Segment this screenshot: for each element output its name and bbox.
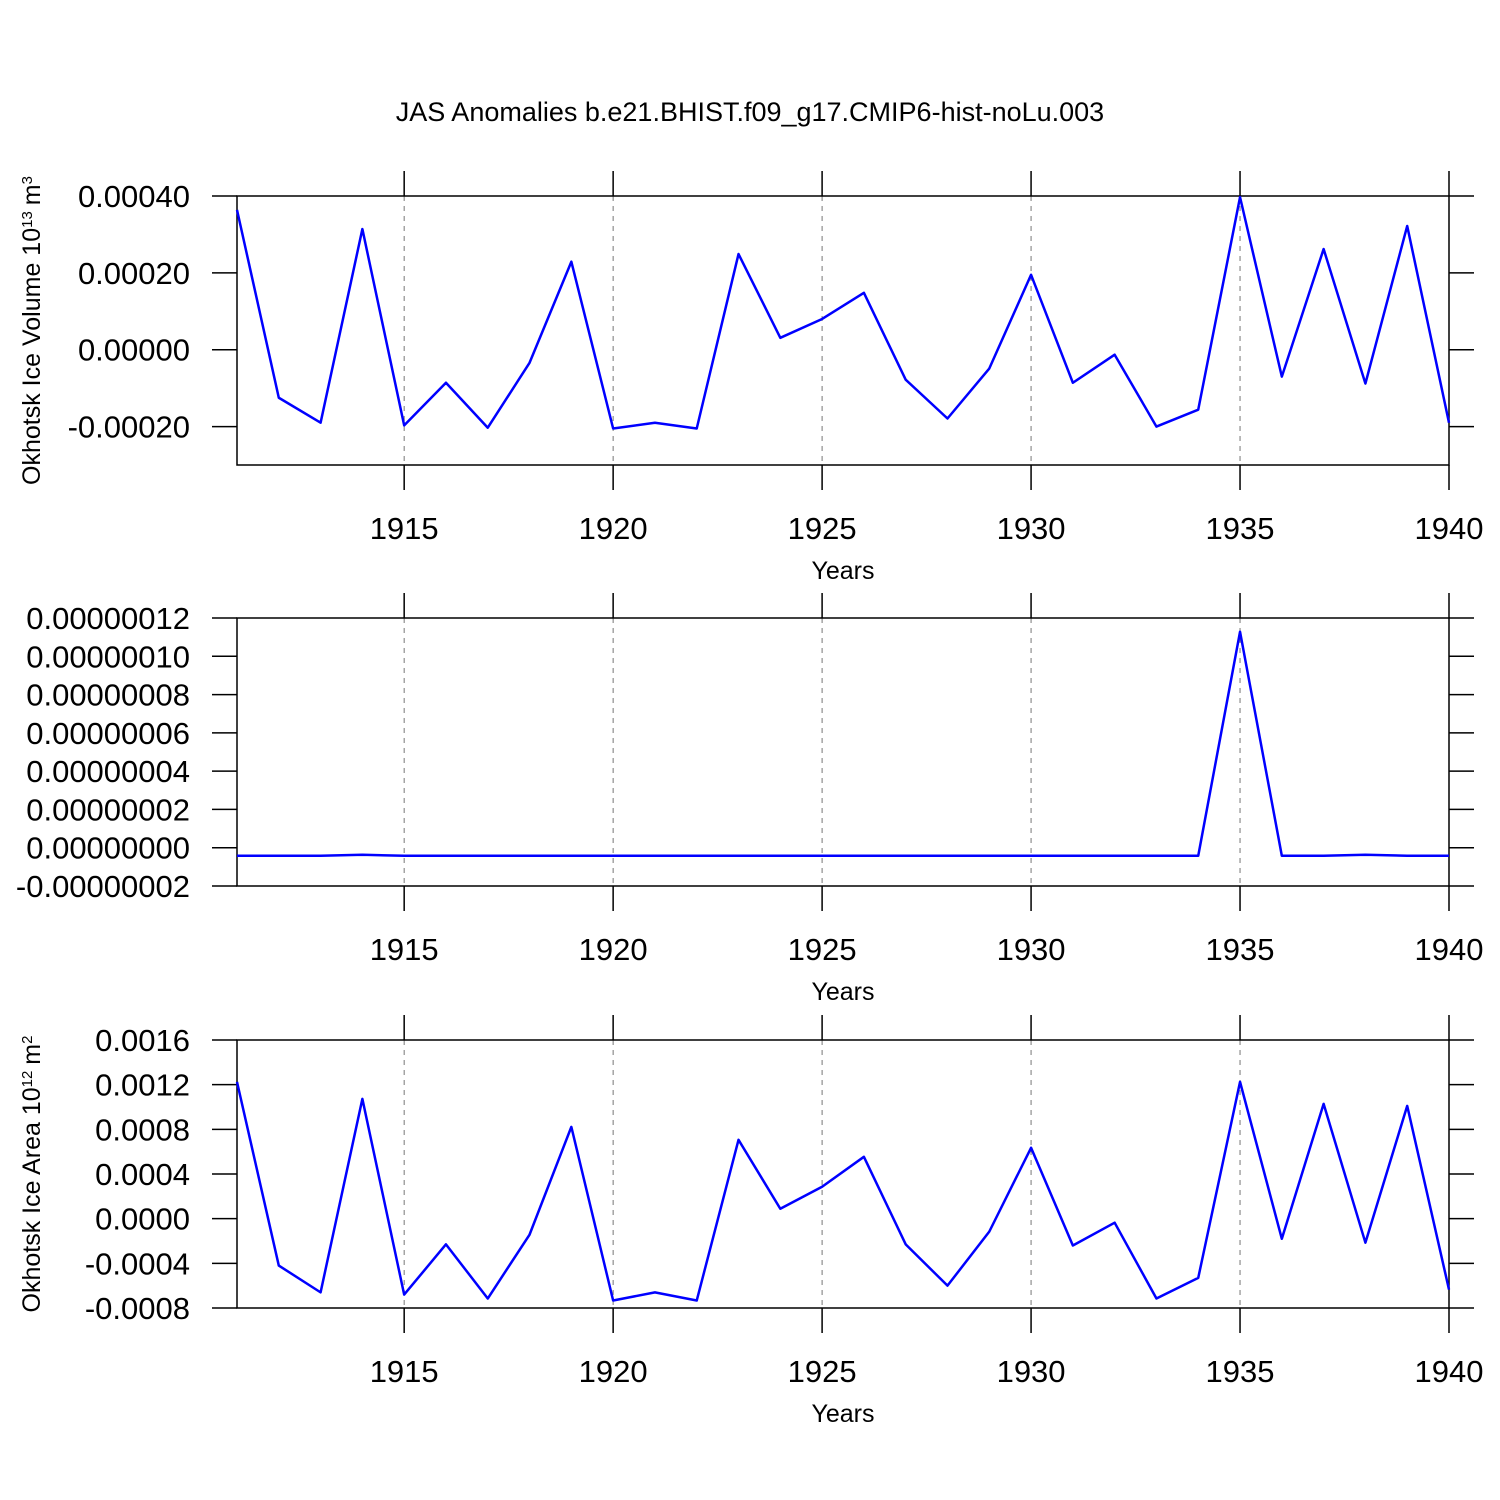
y-axis-label-part: 13 bbox=[19, 211, 36, 228]
y-tick-label: 0.0008 bbox=[95, 1112, 190, 1147]
y-tick-label: 0.00000010 bbox=[26, 639, 190, 674]
x-tick-label: 1930 bbox=[997, 932, 1066, 967]
y-axis-label-part: Okhotsk Ice Area 10 bbox=[18, 1087, 46, 1312]
x-tick-label: 1915 bbox=[370, 511, 439, 546]
x-axis-label: Years bbox=[811, 978, 874, 1006]
y-tick-label: -0.0008 bbox=[85, 1291, 190, 1326]
y-tick-label: 0.0016 bbox=[95, 1023, 190, 1058]
x-tick-label: 1930 bbox=[997, 511, 1066, 546]
y-axis-label-part: 12 bbox=[19, 1071, 36, 1088]
x-axis-label: Years bbox=[811, 1400, 874, 1428]
x-tick-label: 1930 bbox=[997, 1354, 1066, 1389]
y-tick-label: 0.0000 bbox=[95, 1202, 190, 1237]
y-tick-label: 0.00000012 bbox=[26, 601, 190, 636]
data-line bbox=[235, 195, 1451, 430]
y-axis-label: Okhotsk Ice Area 1012 m2 bbox=[18, 1036, 46, 1313]
y-tick-label: 0.00000006 bbox=[26, 716, 190, 751]
x-tick-label: 1940 bbox=[1415, 932, 1484, 967]
y-tick-label: 0.0004 bbox=[95, 1157, 190, 1192]
y-tick-label: 0.00020 bbox=[78, 256, 190, 291]
x-tick-label: 1940 bbox=[1415, 1354, 1484, 1389]
x-tick-label: 1915 bbox=[370, 932, 439, 967]
y-tick-label: 0.0012 bbox=[95, 1068, 190, 1103]
y-axis-label-part: 2 bbox=[19, 1036, 36, 1044]
x-tick-label: 1935 bbox=[1206, 932, 1275, 967]
x-axis-label: Years bbox=[811, 557, 874, 585]
x-tick-label: 1920 bbox=[579, 1354, 648, 1389]
y-axis-label-part: Okhotsk Ice Volume 10 bbox=[18, 228, 46, 485]
y-tick-label: 0.00000004 bbox=[26, 754, 190, 789]
x-tick-label: 1915 bbox=[370, 1354, 439, 1389]
y-tick-label: -0.00000002 bbox=[16, 869, 190, 904]
plot-frame bbox=[236, 195, 1450, 466]
x-tick-label: 1940 bbox=[1415, 511, 1484, 546]
y-tick-label: 0.00000 bbox=[78, 333, 190, 368]
x-tick-label: 1920 bbox=[579, 932, 648, 967]
y-axis-label-part: m bbox=[18, 184, 46, 205]
y-axis-label-part: m bbox=[18, 1044, 46, 1065]
x-tick-label: 1925 bbox=[788, 932, 857, 967]
y-tick-label: 0.00000008 bbox=[26, 678, 190, 713]
data-line bbox=[237, 630, 1449, 858]
y-tick-label: 0.00040 bbox=[78, 179, 190, 214]
x-tick-label: 1935 bbox=[1206, 1354, 1275, 1389]
x-tick-label: 1920 bbox=[579, 511, 648, 546]
y-tick-label: -0.0004 bbox=[85, 1246, 190, 1281]
x-tick-label: 1925 bbox=[788, 1354, 857, 1389]
y-tick-label: -0.00020 bbox=[68, 410, 190, 445]
plot-frame bbox=[236, 1039, 1450, 1309]
y-tick-label: 0.00000000 bbox=[26, 831, 190, 866]
data-line bbox=[235, 1080, 1451, 1302]
y-tick-label: 0.00000002 bbox=[26, 792, 190, 827]
y-axis-label: Okhotsk Ice Volume 1013 m3 bbox=[18, 176, 46, 485]
plot-frame bbox=[236, 617, 1450, 887]
chart-title: JAS Anomalies b.e21.BHIST.f09_g17.CMIP6-… bbox=[396, 97, 1104, 127]
x-tick-label: 1925 bbox=[788, 511, 857, 546]
x-tick-label: 1935 bbox=[1206, 511, 1275, 546]
y-axis-label-part: 3 bbox=[19, 176, 36, 184]
